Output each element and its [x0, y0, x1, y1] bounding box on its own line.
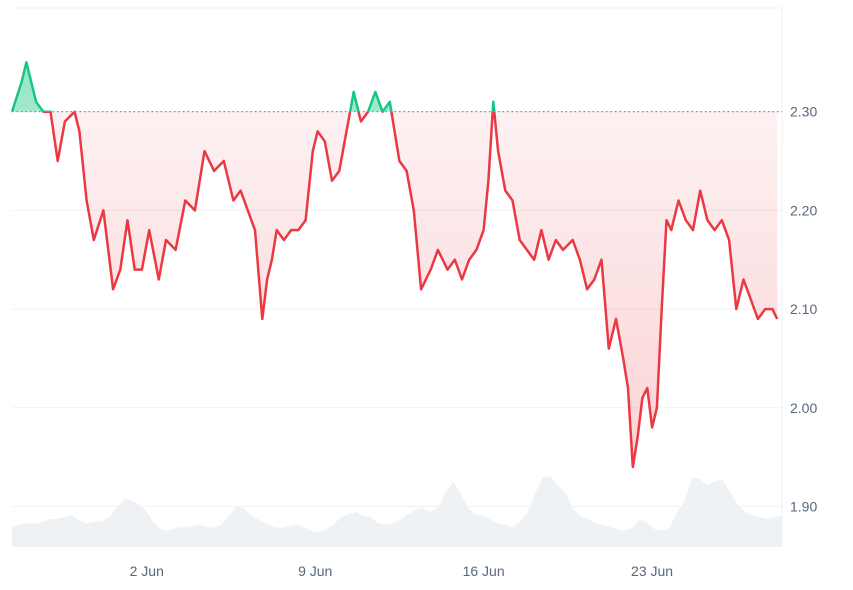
y-tick-label: 2.20 — [790, 202, 817, 218]
x-tick-label: 2 Jun — [130, 563, 164, 579]
fill-below-baseline — [12, 62, 777, 467]
grid-lines — [12, 8, 782, 546]
x-tick-label: 23 Jun — [631, 563, 673, 579]
y-tick-label: 2.00 — [790, 400, 817, 416]
y-axis-ticks: 2.30 2.20 2.10 2.00 1.90 — [790, 104, 817, 515]
y-tick-label: 1.90 — [790, 499, 817, 515]
y-tick-label: 2.10 — [790, 301, 817, 317]
volume-area — [12, 476, 782, 546]
x-tick-label: 16 Jun — [463, 563, 505, 579]
x-axis-ticks: 2 Jun 9 Jun 16 Jun 23 Jun — [130, 563, 673, 579]
y-tick-label: 2.30 — [790, 104, 817, 120]
x-tick-label: 9 Jun — [298, 563, 332, 579]
volume-shape — [12, 476, 782, 546]
price-fill — [12, 62, 777, 467]
